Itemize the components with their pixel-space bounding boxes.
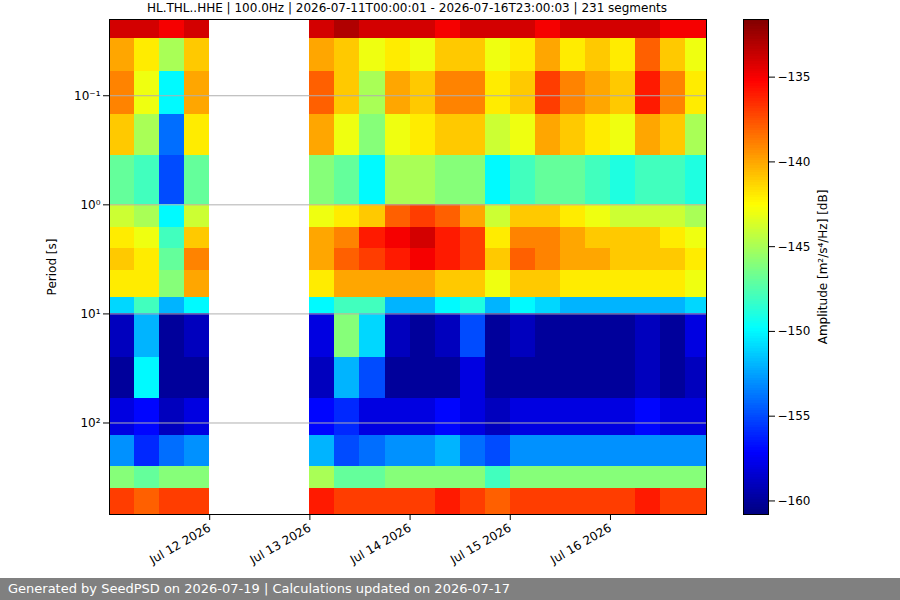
- svg-text:−140: −140: [778, 155, 811, 169]
- svg-text:Jul 14 2026: Jul 14 2026: [347, 521, 414, 568]
- svg-text:−150: −150: [778, 324, 811, 338]
- svg-text:Amplitude [m²/s⁴/Hz] [dB]: Amplitude [m²/s⁴/Hz] [dB]: [816, 190, 830, 345]
- svg-text:−145: −145: [778, 239, 811, 253]
- svg-text:10⁻¹: 10⁻¹: [74, 89, 101, 103]
- svg-text:10¹: 10¹: [80, 307, 100, 321]
- svg-text:10⁰: 10⁰: [80, 198, 100, 212]
- html-text:HL.THL..HHE | 100.0Hz | 2026-0: HL.THL..HHE | 100.0Hz | 2026-07-11T00:00…: [147, 1, 667, 15]
- svg-text:Jul 13 2026: Jul 13 2026: [247, 521, 314, 568]
- svg-text:−160: −160: [778, 494, 811, 508]
- html-text:Generated by SeedPSD on 2026-0: Generated by SeedPSD on 2026-07-19 | Cal…: [8, 581, 510, 596]
- svg-text:−135: −135: [778, 70, 811, 84]
- svg-text:−155: −155: [778, 409, 811, 423]
- svg-text:Jul 15 2026: Jul 15 2026: [447, 521, 514, 568]
- svg-text:Period [s]: Period [s]: [45, 239, 59, 296]
- svg-text:Jul 12 2026: Jul 12 2026: [146, 521, 213, 568]
- svg-text:10²: 10²: [80, 416, 100, 430]
- svg-text:Jul 16 2026: Jul 16 2026: [547, 521, 614, 568]
